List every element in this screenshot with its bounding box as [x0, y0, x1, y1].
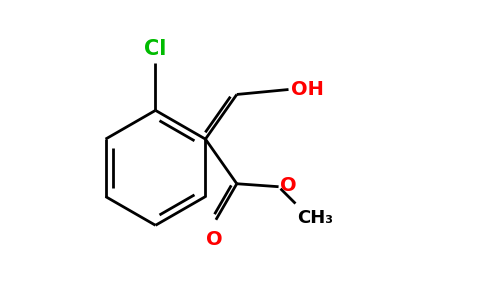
Text: Cl: Cl [144, 39, 166, 59]
Text: CH₃: CH₃ [298, 208, 333, 226]
Text: OH: OH [291, 80, 324, 99]
Text: O: O [280, 176, 296, 195]
Text: O: O [206, 230, 222, 249]
